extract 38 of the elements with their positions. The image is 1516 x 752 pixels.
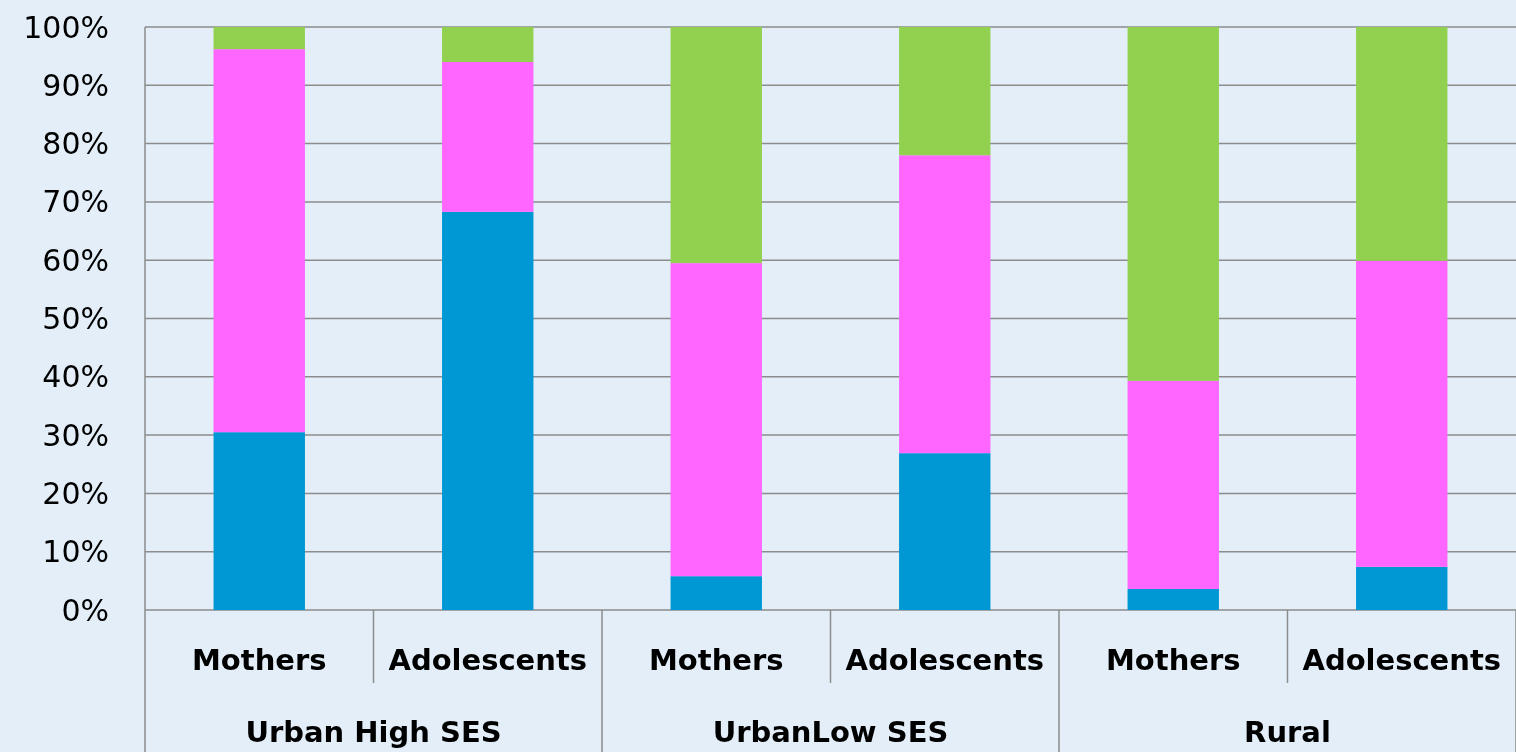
bar [1127, 27, 1219, 381]
x-tick-label: Adolescents [845, 643, 1045, 678]
bar [1127, 380, 1219, 590]
bar [1356, 566, 1448, 610]
y-tick-label: 10% [42, 534, 109, 570]
y-tick-label: 0% [61, 592, 109, 628]
text: UrbanLow SES [712, 715, 949, 750]
bar [442, 211, 534, 610]
bar [899, 155, 991, 454]
y-tick-label: 20% [42, 475, 109, 511]
bar [1356, 260, 1448, 567]
bar [213, 27, 305, 50]
y-tick-label: 50% [42, 301, 109, 336]
bar [1356, 27, 1448, 261]
bar [1127, 589, 1219, 610]
y-tick-label: 70% [42, 184, 109, 220]
y-tick-label: 80% [42, 126, 109, 162]
y-tick-label: 100% [23, 9, 109, 45]
y-tick-label: 40% [42, 359, 109, 395]
y-tick-label: 30% [42, 417, 109, 453]
x-tick-label: Mothers [1105, 643, 1241, 678]
bar [670, 263, 762, 577]
x-tick-label: Mothers [191, 643, 327, 678]
y-tick-label: 90% [42, 67, 109, 103]
text: Rural [1244, 715, 1331, 750]
x-tick-label: Adolescents [388, 643, 588, 678]
text: Urban High SES [245, 715, 502, 750]
bar [442, 27, 534, 62]
x-tick-label: Mothers [648, 643, 784, 678]
x-tick-label: Adolescents [1302, 643, 1502, 678]
bar [670, 576, 762, 610]
bar [670, 27, 762, 264]
bar [213, 432, 305, 610]
bar [442, 61, 534, 212]
y-tick-label: 60% [42, 242, 109, 278]
bar [213, 49, 305, 433]
bar [899, 27, 991, 156]
bar [899, 453, 991, 610]
